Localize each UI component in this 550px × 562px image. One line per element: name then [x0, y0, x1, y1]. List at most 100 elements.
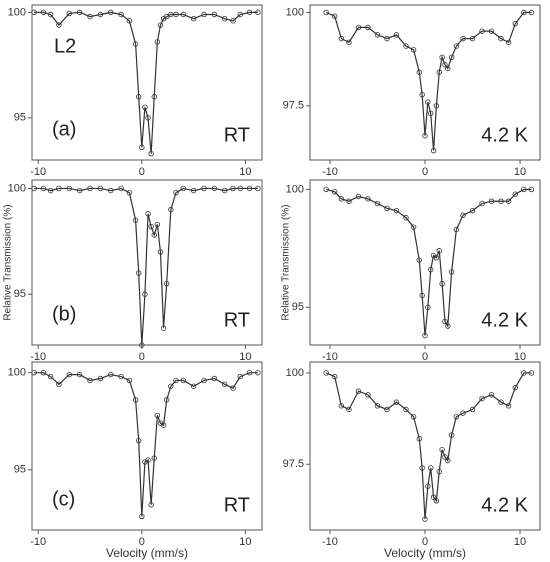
data-point [47, 373, 54, 380]
data-point [521, 370, 527, 376]
data-point [528, 9, 535, 16]
data-point [433, 255, 440, 261]
data-point [338, 196, 345, 202]
data-point [126, 18, 133, 24]
data-point [445, 323, 451, 329]
data-point [97, 11, 104, 18]
data-point [403, 43, 409, 49]
data-point [355, 388, 362, 394]
x-tick-label: -10 [30, 536, 46, 548]
data-point [433, 103, 440, 109]
panel-label: (c) [52, 488, 75, 510]
data-point [422, 133, 428, 139]
data-point [374, 32, 381, 38]
data-point [338, 35, 345, 42]
fit-line [325, 372, 532, 520]
data-point [505, 39, 512, 46]
fit-line [325, 188, 532, 336]
condition-label: 4.2 K [481, 309, 528, 331]
data-point [442, 62, 448, 68]
data-point [365, 24, 371, 31]
data-point [384, 35, 390, 42]
data-point [87, 377, 93, 384]
data-point [479, 395, 485, 402]
data-point [148, 150, 154, 157]
y-tick-label: 95 [292, 301, 304, 313]
y-tick-label: 97.5 [283, 100, 304, 112]
data-point [160, 422, 167, 428]
data-point [416, 257, 422, 263]
data-point [453, 226, 460, 233]
data-point [145, 211, 151, 217]
y-tick-label: 100 [8, 182, 26, 194]
data-point [118, 11, 124, 18]
x-tick-label: -10 [322, 536, 338, 548]
x-tick-label: 0 [422, 166, 428, 178]
y-tick-label: 100 [286, 183, 304, 195]
data-point [403, 406, 409, 413]
data-point [47, 11, 54, 18]
data-point [521, 9, 527, 16]
data-point [338, 403, 345, 409]
data-point [355, 24, 362, 31]
data-point [136, 437, 142, 444]
data-point [76, 371, 83, 378]
x-tick-label: 0 [422, 351, 428, 363]
x-axis-label: Velocity (mm/s) [384, 546, 466, 560]
condition-label: 4.2 K [481, 124, 528, 146]
x-tick-label: 0 [139, 351, 145, 363]
x-tick-label: 0 [422, 536, 428, 548]
data-point [425, 304, 431, 310]
data-point [56, 381, 62, 388]
data-point [237, 11, 243, 18]
data-point [230, 385, 236, 391]
data-point [97, 185, 104, 192]
data-point [453, 43, 460, 49]
data-point [445, 65, 451, 72]
y-tick-label: 95 [14, 112, 26, 124]
data-point [528, 370, 535, 376]
data-point [346, 39, 352, 46]
data-point [439, 281, 445, 287]
data-point [139, 342, 145, 348]
data-point [108, 371, 114, 378]
data-point [488, 392, 495, 398]
data-point [47, 187, 54, 194]
data-point [460, 212, 466, 219]
x-tick-label: 10 [514, 351, 526, 363]
data-point [201, 11, 207, 18]
data-point [56, 185, 62, 192]
data-point [332, 189, 338, 195]
data-point [428, 266, 434, 273]
data-point [246, 369, 253, 376]
data-point [136, 94, 142, 100]
fit-line [34, 372, 258, 517]
data-point [237, 185, 243, 192]
data-point [148, 223, 154, 230]
y-tick-label: 100 [286, 6, 304, 18]
data-point [505, 403, 512, 409]
data-point [384, 205, 390, 211]
data-point [40, 185, 47, 192]
data-point [419, 292, 425, 299]
condition-label: RT [224, 494, 250, 516]
data-point [173, 189, 179, 196]
data-point [255, 369, 261, 376]
data-point [31, 185, 37, 192]
panel-label: (b) [52, 303, 76, 325]
data-point [393, 207, 400, 214]
data-point [422, 332, 428, 339]
y-tick-label: 95 [14, 464, 26, 476]
data-point [118, 373, 124, 380]
data-point [374, 200, 381, 207]
x-tick-label: 0 [139, 536, 145, 548]
data-point [323, 9, 329, 16]
data-point [190, 16, 197, 22]
data-point [76, 9, 83, 16]
data-point [428, 110, 434, 117]
x-tick-label: -10 [30, 166, 46, 178]
data-point [139, 513, 145, 520]
data-point [323, 370, 329, 376]
data-point [40, 9, 47, 16]
